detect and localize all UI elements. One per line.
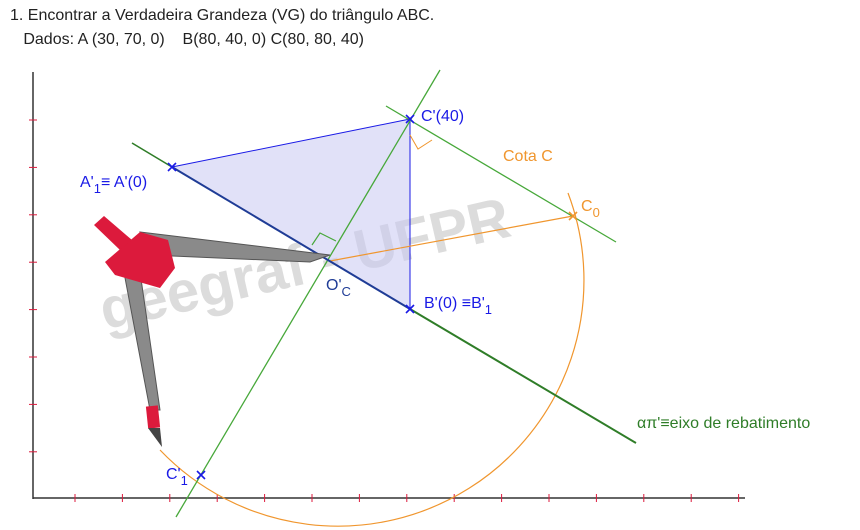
label-rebatimento-axis: απ'≡eixo de rebatimento	[637, 415, 810, 432]
label-b-prime: B'(0) ≡B'1	[424, 295, 492, 317]
point-a1-marker	[167, 162, 177, 172]
segment-oc-c0	[329, 215, 574, 262]
rebatimento-axis-segment	[171, 166, 411, 310]
point-c40-marker	[405, 114, 415, 124]
exercise-title: 1. Encontrar a Verdadeira Grandeza (VG) …	[10, 7, 435, 24]
label-c1: C'1	[166, 466, 188, 488]
rebatimento-axis	[409, 308, 637, 444]
exercise-data: Dados: A (30, 70, 0) B(80, 40, 0) C(80, …	[10, 31, 364, 48]
point-c0-marker	[568, 211, 578, 221]
point-c1-marker	[196, 470, 206, 480]
right-angle-mark-o	[311, 232, 337, 246]
right-angle-mark-c	[409, 134, 433, 150]
point-markers	[167, 114, 415, 480]
axis-extension-left	[131, 142, 173, 168]
label-oc: O'C	[326, 277, 351, 299]
label-cota-c: Cota C	[503, 148, 553, 165]
point-b1-marker	[405, 304, 415, 314]
axis-ticks	[29, 119, 740, 502]
label-c-prime: C'(40)	[421, 108, 464, 125]
exercise-statement: 1. Encontrar a Verdadeira Grandeza (VG) …	[10, 4, 434, 52]
label-a1: A'1≡ A'(0)	[80, 174, 147, 196]
cota-line	[385, 105, 617, 243]
label-c0: C0	[581, 198, 600, 220]
axes	[29, 72, 745, 502]
compass-icon	[94, 216, 331, 447]
perpendicular-line	[175, 69, 441, 518]
rotation-arc	[159, 192, 585, 527]
